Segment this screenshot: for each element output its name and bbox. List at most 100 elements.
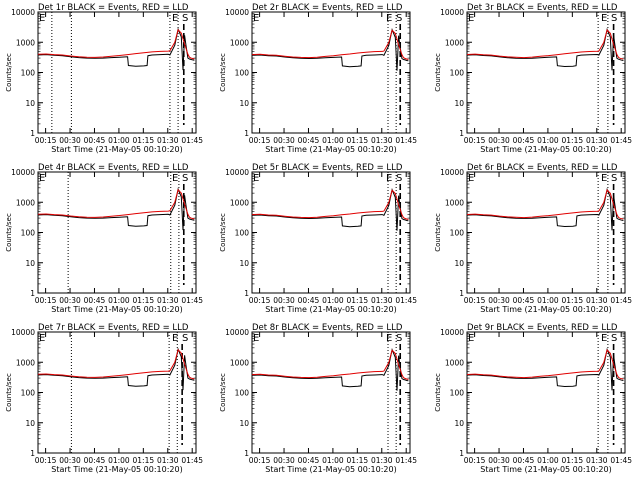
corner-mark-right-a: E — [601, 173, 607, 184]
x-axis-label: Start Time (21-May-05 00:10:20) — [480, 465, 611, 474]
y-tick-label: 100 — [21, 69, 36, 78]
series-line-events — [251, 28, 409, 71]
y-tick-label: 100 — [21, 229, 36, 238]
x-axis-label: Start Time (21-May-05 00:10:20) — [480, 305, 611, 314]
plot-frame — [37, 331, 197, 454]
series-line-lld — [251, 189, 409, 220]
corner-mark-right-b: S — [396, 173, 402, 184]
x-tick-label: 01:00 — [108, 296, 130, 305]
corner-mark-right-a: E — [172, 173, 178, 184]
x-tick-label: 01:30 — [371, 136, 393, 145]
corner-mark-right-a: E — [172, 13, 178, 24]
x-tick-label: 00:45 — [513, 136, 535, 145]
corner-mark-right-b: S — [182, 13, 188, 24]
y-tick-label: 10000 — [225, 8, 249, 17]
corner-mark-right-b: S — [611, 13, 617, 24]
panel-title: Det 5r BLACK = Events, RED = LLD — [252, 163, 403, 173]
y-tick-label: 10 — [239, 259, 249, 268]
x-tick-label: 00:15 — [35, 456, 57, 465]
corner-mark-left: E — [468, 13, 474, 24]
x-tick-label: 00:45 — [298, 296, 320, 305]
corner-mark-left: E — [39, 173, 45, 184]
x-axis-label: Start Time (21-May-05 00:10:20) — [51, 465, 182, 474]
x-tick-label: 01:45 — [395, 456, 417, 465]
y-tick-label: 1 — [30, 129, 35, 138]
x-tick-label: 01:15 — [347, 456, 369, 465]
y-tick-label: 10 — [454, 419, 464, 428]
x-tick-label: 01:15 — [347, 296, 369, 305]
y-tick-label: 1000 — [16, 358, 35, 367]
series-line-events — [251, 348, 409, 391]
corner-mark-right-a: E — [601, 13, 607, 24]
x-tick-label: 00:45 — [513, 296, 535, 305]
x-tick-label: 00:45 — [298, 456, 320, 465]
series-line-lld — [37, 348, 195, 380]
plot-frame — [251, 171, 411, 294]
x-tick-label: 00:45 — [84, 296, 106, 305]
y-tick-label: 1000 — [445, 198, 464, 207]
x-tick-label: 01:45 — [610, 456, 632, 465]
corner-mark-right-b: S — [396, 13, 402, 24]
y-tick-label: 1000 — [230, 198, 249, 207]
y-tick-label: 100 — [235, 229, 250, 238]
series-line-events — [37, 347, 195, 391]
x-tick-label: 01:45 — [395, 136, 417, 145]
x-tick-label: 01:30 — [157, 296, 179, 305]
x-tick-label: 01:15 — [347, 136, 369, 145]
y-tick-label: 10000 — [11, 168, 35, 177]
series-line-lld — [466, 349, 624, 380]
y-tick-label: 10000 — [225, 328, 249, 337]
y-tick-label: 10000 — [11, 328, 35, 337]
x-tick-label: 01:15 — [562, 456, 584, 465]
x-tick-label: 01:15 — [133, 456, 155, 465]
y-tick-label: 10000 — [440, 8, 464, 17]
y-tick-label: 1000 — [445, 38, 464, 47]
y-tick-label: 100 — [450, 69, 465, 78]
y-tick-label: 100 — [21, 389, 36, 398]
y-tick-label: 100 — [450, 229, 465, 238]
y-tick-label: 10 — [454, 259, 464, 268]
x-axis-label: Start Time (21-May-05 00:10:20) — [265, 305, 396, 314]
x-axis-label: Start Time (21-May-05 00:10:20) — [265, 465, 396, 474]
x-tick-label: 01:00 — [537, 136, 559, 145]
x-tick-label: 00:45 — [84, 136, 106, 145]
x-tick-label: 01:30 — [157, 456, 179, 465]
x-tick-label: 01:15 — [133, 296, 155, 305]
corner-mark-right-b: S — [182, 333, 188, 344]
plot-frame — [466, 11, 626, 134]
x-tick-label: 00:15 — [249, 136, 271, 145]
series-line-events — [466, 27, 624, 71]
y-tick-label: 10 — [25, 99, 35, 108]
panel-title: Det 9r BLACK = Events, RED = LLD — [467, 323, 618, 333]
y-tick-label: 1 — [244, 449, 249, 458]
panel-title: Det 3r BLACK = Events, RED = LLD — [467, 3, 618, 13]
x-tick-label: 00:15 — [249, 296, 271, 305]
series-line-lld — [251, 349, 409, 380]
x-tick-label: 00:45 — [298, 136, 320, 145]
y-tick-label: 10000 — [11, 8, 35, 17]
y-tick-label: 10 — [454, 99, 464, 108]
x-tick-label: 01:45 — [181, 136, 203, 145]
series-line-events — [37, 27, 195, 71]
x-tick-label: 01:45 — [395, 296, 417, 305]
x-axis-label: Start Time (21-May-05 00:10:20) — [51, 145, 182, 154]
x-tick-label: 01:30 — [586, 296, 608, 305]
x-tick-label: 00:45 — [84, 456, 106, 465]
x-tick-label: 01:00 — [537, 296, 559, 305]
y-tick-label: 1000 — [230, 38, 249, 47]
corner-mark-right-a: E — [386, 333, 392, 344]
y-tick-label: 1 — [30, 449, 35, 458]
x-tick-label: 00:15 — [35, 136, 57, 145]
y-tick-label: 100 — [450, 389, 465, 398]
series-line-events — [37, 187, 195, 231]
x-tick-label: 01:30 — [371, 456, 393, 465]
corner-mark-left: E — [39, 13, 45, 24]
plot-frame — [466, 331, 626, 454]
x-tick-label: 01:00 — [322, 456, 344, 465]
y-axis-label: Counts/sec — [5, 373, 13, 412]
